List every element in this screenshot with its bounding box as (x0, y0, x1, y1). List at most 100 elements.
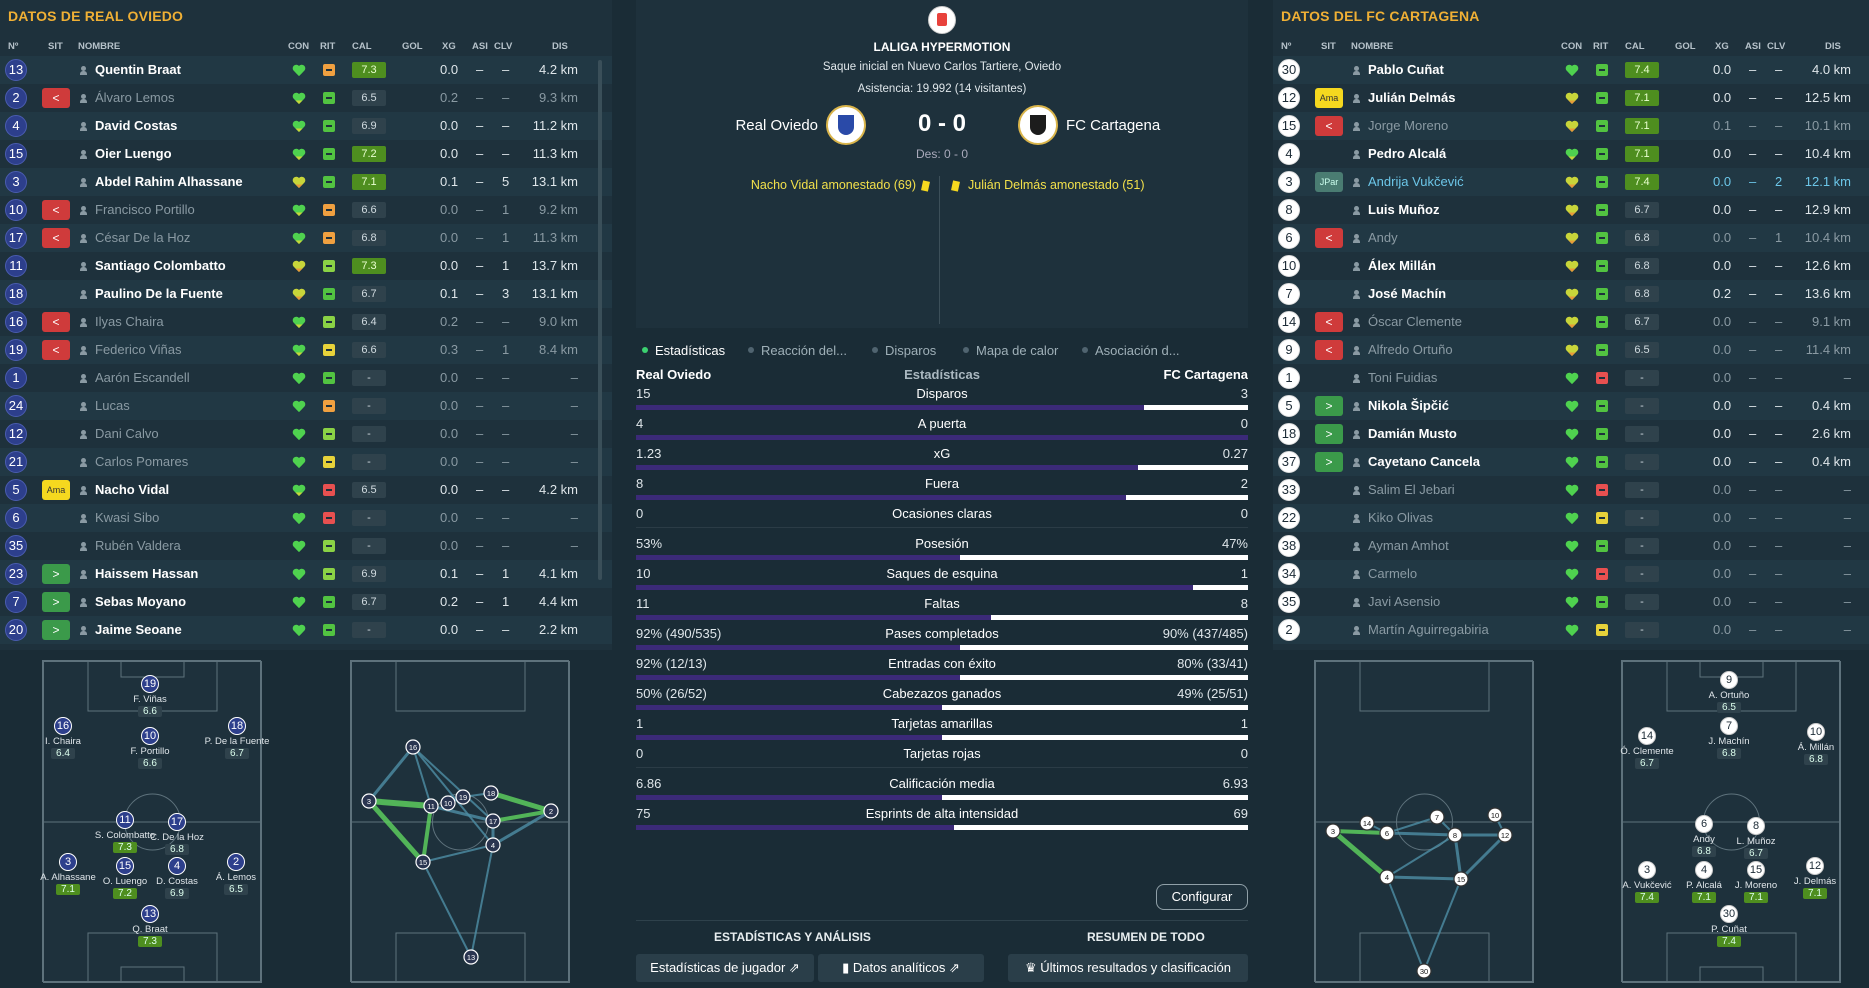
table-row[interactable]: 38 Ayman Amhot - 0.0 – – – (1273, 532, 1869, 560)
formation-player[interactable]: 18 P. De la Fuente 6.7 (202, 717, 272, 759)
player-name[interactable]: Nacho Vidal (80, 476, 169, 504)
player-name[interactable]: Paulino De la Fuente (80, 280, 223, 308)
player-name[interactable]: Pedro Alcalá (1353, 140, 1446, 168)
header-dis[interactable]: DIS (552, 41, 568, 52)
tab-estadisticas[interactable]: Estadísticas (642, 343, 725, 358)
table-row[interactable]: 12 Dani Calvo - 0.0 – – – (0, 420, 612, 448)
formation-player[interactable]: 3 A. Vukčević 7.4 (1612, 861, 1682, 903)
table-row[interactable]: 18 Paulino De la Fuente 6.7 0.1 – 3 13.1 km (0, 280, 612, 308)
table-row[interactable]: 2 Martín Aguirregabiria - 0.0 – – – (1273, 616, 1869, 644)
player-name[interactable]: Haissem Hassan (80, 560, 198, 588)
formation-player[interactable]: 15 J. Moreno 7.1 (1721, 861, 1791, 903)
table-row[interactable]: 14 < Óscar Clemente 6.7 0.0 – – 9.1 km (1273, 308, 1869, 336)
table-row[interactable]: 1 Toni Fuidias - 0.0 – – – (1273, 364, 1869, 392)
player-name[interactable]: Alfredo Ortuño (1353, 336, 1453, 364)
formation-player[interactable]: 30 P. Cuñat 7.4 (1694, 905, 1764, 947)
header-name[interactable]: NOMBRE (1351, 41, 1394, 52)
header-name[interactable]: NOMBRE (78, 41, 121, 52)
header-dis[interactable]: DIS (1825, 41, 1841, 52)
table-row[interactable]: 16 < Ilyas Chaira 6.4 0.2 – – 9.0 km (0, 308, 612, 336)
player-stats-button[interactable]: Estadísticas de jugador ⇗ (636, 954, 814, 982)
table-row[interactable]: 24 Lucas - 0.0 – – – (0, 392, 612, 420)
table-row[interactable]: 6 Kwasi Sibo - 0.0 – – – (0, 504, 612, 532)
table-row[interactable]: 23 > Haissem Hassan 6.9 0.1 – 1 4.1 km (0, 560, 612, 588)
formation-player[interactable]: 19 F. Viñas 6.6 (115, 675, 185, 717)
results-button[interactable]: ♛ Últimos resultados y clasificación (1008, 954, 1248, 982)
table-row[interactable]: 4 Pedro Alcalá 7.1 0.0 – – 10.4 km (1273, 140, 1869, 168)
formation-player[interactable]: 17 C. De la Hoz 6.8 (142, 813, 212, 855)
player-name[interactable]: Abdel Rahim Alhassane (80, 168, 243, 196)
formation-player[interactable]: 14 Ó. Clemente 6.7 (1612, 727, 1682, 769)
formation-player[interactable]: 15 O. Luengo 7.2 (90, 857, 160, 899)
table-row[interactable]: 19 < Federico Viñas 6.6 0.3 – 1 8.4 km (0, 336, 612, 364)
table-row[interactable]: 20 > Jaime Seoane - 0.0 – – 2.2 km (0, 616, 612, 644)
player-name[interactable]: Pablo Cuñat (1353, 56, 1444, 84)
player-name[interactable]: Francisco Portillo (80, 196, 195, 224)
table-row[interactable]: 7 > Sebas Moyano 6.7 0.2 – 1 4.4 km (0, 588, 612, 616)
player-name[interactable]: Carlos Pomares (80, 448, 188, 476)
player-name[interactable]: Rubén Valdera (80, 532, 181, 560)
header-xg[interactable]: XG (442, 41, 456, 52)
player-name[interactable]: Dani Calvo (80, 420, 159, 448)
header-rit[interactable]: RIT (1593, 41, 1609, 52)
player-name[interactable]: César De la Hoz (80, 224, 190, 252)
player-name[interactable]: Federico Viñas (80, 336, 181, 364)
table-row[interactable]: 30 Pablo Cuñat 7.4 0.0 – – 4.0 km (1273, 56, 1869, 84)
formation-player[interactable]: 4 P. Alcalá 7.1 (1669, 861, 1739, 903)
header-sit[interactable]: SIT (1321, 41, 1336, 52)
player-name[interactable]: Nikola Šipčić (1353, 392, 1449, 420)
table-row[interactable]: 33 Salim El Jebari - 0.0 – – – (1273, 476, 1869, 504)
player-name[interactable]: David Costas (80, 112, 177, 140)
player-name[interactable]: Luis Muñoz (1353, 196, 1440, 224)
table-row[interactable]: 17 < César De la Hoz 6.8 0.0 – 1 11.3 km (0, 224, 612, 252)
player-name[interactable]: Toni Fuidias (1353, 364, 1437, 392)
header-sit[interactable]: SIT (48, 41, 63, 52)
player-name[interactable]: Javi Asensio (1353, 588, 1440, 616)
formation-player[interactable]: 9 A. Ortuño 6.5 (1694, 671, 1764, 713)
formation-player[interactable]: 8 L. Muñoz 6.7 (1721, 817, 1791, 859)
table-row[interactable]: 21 Carlos Pomares - 0.0 – – – (0, 448, 612, 476)
table-row[interactable]: 37 > Cayetano Cancela - 0.0 – – 0.4 km (1273, 448, 1869, 476)
player-name[interactable]: Carmelo (1353, 560, 1417, 588)
player-name[interactable]: Kiko Olivas (1353, 504, 1433, 532)
player-name[interactable]: Ayman Amhot (1353, 532, 1449, 560)
formation-player[interactable]: 6 Andy 6.8 (1669, 815, 1739, 857)
table-row[interactable]: 6 < Andy 6.8 0.0 – 1 10.4 km (1273, 224, 1869, 252)
player-name[interactable]: Sebas Moyano (80, 588, 186, 616)
header-asi[interactable]: ASI (472, 41, 488, 52)
home-team-name[interactable]: Real Oviedo (735, 117, 818, 134)
scrollbar[interactable] (598, 60, 602, 580)
table-row[interactable]: 11 Santiago Colombatto 7.3 0.0 – 1 13.7 km (0, 252, 612, 280)
player-name[interactable]: Aarón Escandell (80, 364, 190, 392)
table-row[interactable]: 3 JPar Andrija Vukčević 7.4 0.0 – 2 12.1 km (1273, 168, 1869, 196)
header-rit[interactable]: RIT (320, 41, 336, 52)
header-num[interactable]: Nº (1281, 41, 1292, 52)
player-name[interactable]: Martín Aguirregabiria (1353, 616, 1489, 644)
table-row[interactable]: 15 < Jorge Moreno 7.1 0.1 – – 10.1 km (1273, 112, 1869, 140)
player-name[interactable]: Oier Luengo (80, 140, 172, 168)
player-name[interactable]: Jaime Seoane (80, 616, 182, 644)
formation-player[interactable]: 10 F. Portillo 6.6 (115, 727, 185, 769)
player-name[interactable]: Quentin Braat (80, 56, 181, 84)
player-name[interactable]: Andrija Vukčević (1353, 168, 1464, 196)
formation-player[interactable]: 12 J. Delmás 7.1 (1780, 857, 1850, 899)
table-row[interactable]: 4 David Costas 6.9 0.0 – – 11.2 km (0, 112, 612, 140)
table-row[interactable]: 3 Abdel Rahim Alhassane 7.1 0.1 – 5 13.1 km (0, 168, 612, 196)
tab-mapa-calor[interactable]: Mapa de calor (963, 343, 1058, 358)
table-row[interactable]: 10 Álex Millán 6.8 0.0 – – 12.6 km (1273, 252, 1869, 280)
table-row[interactable]: 10 < Francisco Portillo 6.6 0.0 – 1 9.2 km (0, 196, 612, 224)
tab-disparos[interactable]: Disparos (872, 343, 936, 358)
header-xg[interactable]: XG (1715, 41, 1729, 52)
player-name[interactable]: José Machín (1353, 280, 1446, 308)
header-clv[interactable]: CLV (494, 41, 513, 52)
header-gol[interactable]: GOL (1675, 41, 1696, 52)
table-row[interactable]: 5 > Nikola Šipčić - 0.0 – – 0.4 km (1273, 392, 1869, 420)
formation-player[interactable]: 7 J. Machín 6.8 (1694, 717, 1764, 759)
analytics-button[interactable]: ▮ Datos analíticos ⇗ (818, 954, 984, 982)
formation-player[interactable]: 3 A. Alhassane 7.1 (33, 853, 103, 895)
table-row[interactable]: 1 Aarón Escandell - 0.0 – – – (0, 364, 612, 392)
formation-player[interactable]: 2 Á. Lemos 6.5 (201, 853, 271, 895)
table-row[interactable]: 22 Kiko Olivas - 0.0 – – – (1273, 504, 1869, 532)
table-row[interactable]: 15 Oier Luengo 7.2 0.0 – – 11.3 km (0, 140, 612, 168)
configure-button[interactable]: Configurar (1156, 884, 1248, 910)
